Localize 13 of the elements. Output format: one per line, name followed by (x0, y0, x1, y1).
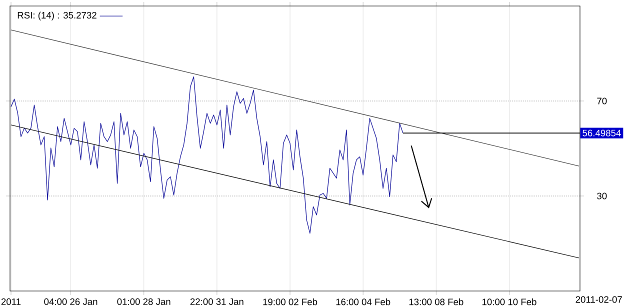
y-tick-label: 30 (597, 192, 607, 200)
x-tick-label: 22:00 31 Jan (190, 298, 244, 305)
x-tick-label: 19:00 02 Feb (263, 298, 318, 306)
x-tick-label: 13:00 08 Feb (409, 298, 464, 306)
ref-line-label: 56.49854 (582, 130, 621, 136)
y-tick-label: 70 (597, 98, 607, 104)
x-tick-label: 04:00 26 Jan (44, 298, 98, 305)
text: 2011-02-07 (576, 296, 622, 303)
legend-label: RSI: (14) : 35.2732 (18, 12, 96, 20)
x-tick-label: 16:00 04 Feb (336, 298, 390, 306)
x-tick-label: 10:00 10 Feb (482, 298, 536, 306)
x-tick-label: 01:00 28 Jan (117, 298, 170, 305)
x-tick-label: 2011 (1, 298, 21, 305)
